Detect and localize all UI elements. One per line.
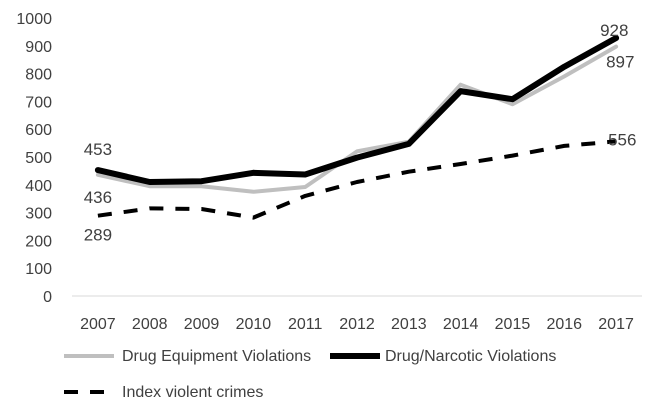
y-tick-label: 800 [25,67,52,84]
series-line-1 [94,35,620,185]
data-label: 556 [608,130,636,149]
series-line-0 [95,44,619,194]
y-tick-label: 700 [25,94,52,111]
x-tick-label: 2016 [546,316,582,333]
y-tick-label: 100 [25,261,52,278]
x-tick-label: 2008 [132,316,168,333]
data-label: 897 [606,53,634,72]
y-tick-label: 1000 [16,11,52,28]
x-tick-label: 2017 [598,316,634,333]
x-tick-label: 2015 [495,316,531,333]
y-axis: 0 100 200 300 400 500 600 700 800 900 1000 [16,11,52,306]
y-tick-label: 400 [25,178,52,195]
x-tick-label: 2012 [339,316,375,333]
data-label: 453 [84,140,112,159]
x-tick-label: 2010 [236,316,272,333]
y-tick-label: 300 [25,206,52,223]
legend-label-1: Drug/Narcotic Violations [385,348,556,365]
y-tick-label: 0 [43,289,52,306]
x-tick-label: 2013 [391,316,427,333]
legend: Drug Equipment Violations Drug/Narcotic V… [64,348,556,401]
legend-label-2: Index violent crimes [122,384,263,401]
y-tick-label: 200 [25,233,52,250]
x-axis: 2007 2008 2009 2010 2011 2012 2013 2014 2015 2016… [80,316,634,333]
y-tick-label: 500 [25,150,52,167]
x-tick-label: 2011 [288,316,323,333]
x-tick-label: 2014 [443,316,479,333]
x-tick-label: 2007 [80,316,116,333]
series-layer [94,35,620,220]
legend-label-0: Drug Equipment Violations [122,348,311,365]
y-tick-label: 600 [25,122,52,139]
series-line-2 [97,139,617,220]
data-label: 436 [84,188,112,207]
x-tick-label: 2009 [184,316,220,333]
y-tick-label: 900 [25,39,52,56]
data-label: 928 [600,21,628,40]
data-labels: 436 897 453 928 289 556 [84,21,637,245]
data-label: 289 [84,226,112,245]
